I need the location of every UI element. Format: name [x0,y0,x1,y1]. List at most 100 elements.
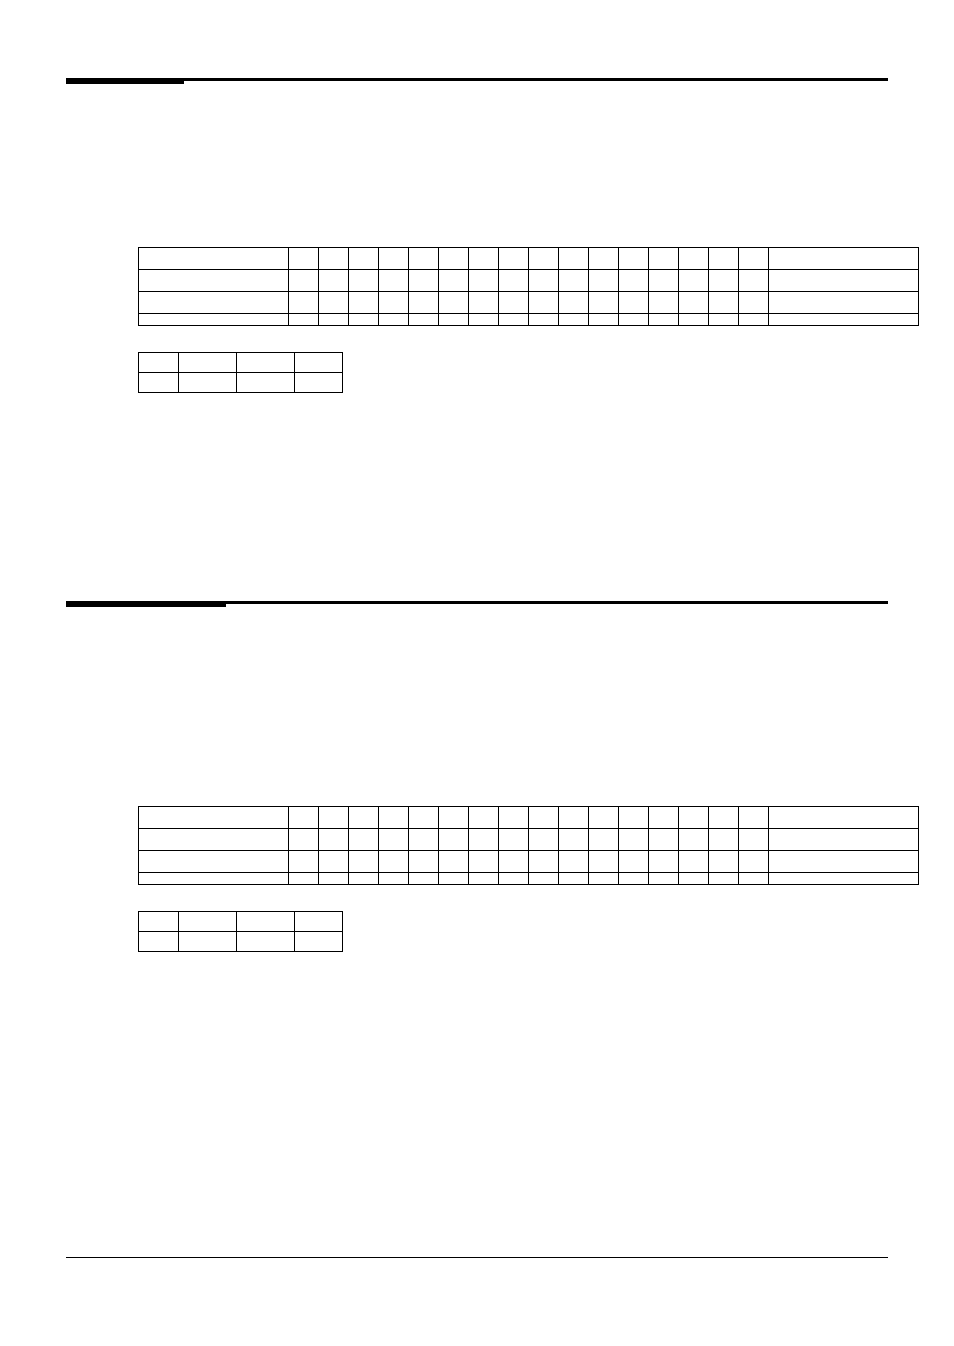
bit-cell [349,851,379,873]
bit-cell [349,314,379,326]
table-row [139,932,343,952]
page [0,0,954,1346]
bit-cell [529,807,559,829]
cell [295,353,343,373]
bit-cell [619,292,649,314]
bit-cell [349,873,379,885]
cell [179,912,237,932]
bit-cell [379,807,409,829]
bit-cell [289,270,319,292]
bit-cell [739,314,769,326]
bit-cell [469,314,499,326]
bit-cell [589,851,619,873]
bit-cell [349,292,379,314]
bit-cell [619,314,649,326]
row-label [139,851,289,873]
bit-cell [709,270,739,292]
bit-cell [289,829,319,851]
cell [237,932,295,952]
row-label [139,873,289,885]
bit-cell [679,807,709,829]
bit-cell [679,851,709,873]
bit-cell [439,807,469,829]
bit-cell [709,829,739,851]
cell [295,912,343,932]
bit-cell [589,292,619,314]
bit-cell [349,248,379,270]
bit-cell [499,248,529,270]
bit-cell [349,829,379,851]
bit-cell [409,292,439,314]
bit-cell [739,292,769,314]
bit-cell [649,248,679,270]
bit-cell [409,873,439,885]
bit-cell [739,873,769,885]
cell [237,373,295,393]
bit-cell [439,292,469,314]
bit-cell [379,248,409,270]
bit-cell [289,851,319,873]
section-header-bar-1 [66,78,184,84]
cell [179,932,237,952]
bit-cell [409,807,439,829]
bit-cell [319,807,349,829]
bit-cell [619,873,649,885]
bit-cell [469,873,499,885]
bit-cell [709,292,739,314]
section-header-bar-2 [66,601,226,607]
bit-cell [589,270,619,292]
bit-cell [589,248,619,270]
bit-cell [679,829,709,851]
cell [179,353,237,373]
bit-cell [559,807,589,829]
bit-cell [649,270,679,292]
bit-cell [529,270,559,292]
bit-cell [589,807,619,829]
row-right [769,851,919,873]
bit-cell [379,829,409,851]
row-right [769,314,919,326]
bit-cell [529,248,559,270]
table-row [139,851,919,873]
bit-cell [289,807,319,829]
bit-cell [469,851,499,873]
cell [179,373,237,393]
cell [295,373,343,393]
bit-cell [649,851,679,873]
bit-cell [499,292,529,314]
cell [139,912,179,932]
cell [237,353,295,373]
row-label [139,314,289,326]
bit-cell [589,314,619,326]
row-label [139,270,289,292]
bit-cell [289,314,319,326]
bit-cell [319,873,349,885]
footer-rule [66,1257,888,1258]
bit-cell [469,829,499,851]
table-row [139,807,919,829]
bit-cell [679,873,709,885]
cell [139,353,179,373]
spacer [66,614,888,806]
bit-cell [469,270,499,292]
bit-cell [559,270,589,292]
row-right [769,292,919,314]
bit-cell [499,873,529,885]
bit-cell [619,248,649,270]
bit-cell [559,292,589,314]
bit-cell [679,314,709,326]
table-row [139,829,919,851]
bit-cell [499,270,529,292]
row-label [139,807,289,829]
bit-cell [379,873,409,885]
bit-cell [409,314,439,326]
bit-cell [349,270,379,292]
table-row [139,292,919,314]
bit-cell [409,248,439,270]
bit-cell [619,829,649,851]
bit-cell [289,873,319,885]
bit-cell [709,248,739,270]
table-row [139,912,343,932]
bit-cell [439,851,469,873]
spacer [66,91,888,247]
